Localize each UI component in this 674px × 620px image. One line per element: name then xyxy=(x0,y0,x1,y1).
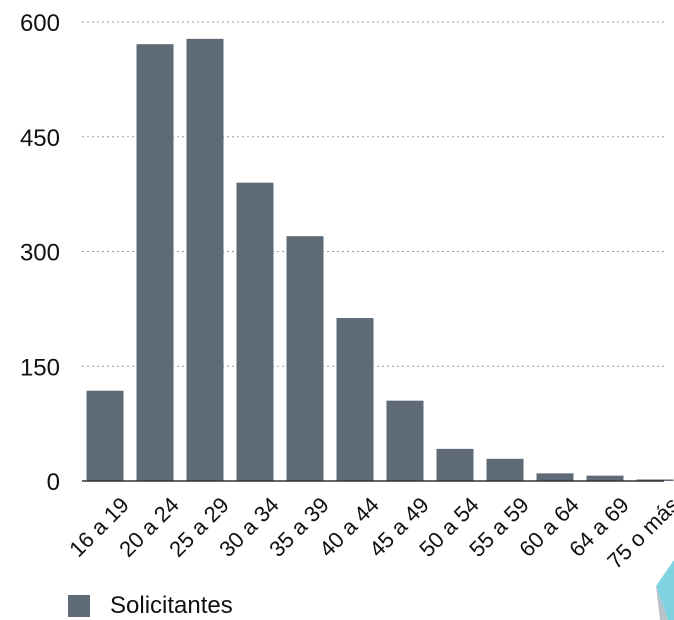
bar-10 xyxy=(586,475,624,481)
legend: Solicitantes xyxy=(68,592,233,620)
legend-swatch xyxy=(68,595,90,617)
bar-0 xyxy=(86,390,124,481)
bar-3 xyxy=(236,182,274,481)
bar-2 xyxy=(186,38,224,482)
bar-9 xyxy=(536,473,574,481)
corner-decoration xyxy=(656,560,674,620)
bars xyxy=(86,38,674,482)
bar-11 xyxy=(636,479,674,481)
bar-6 xyxy=(386,400,424,481)
bar-5 xyxy=(336,318,374,481)
y-tick-label: 450 xyxy=(20,125,60,152)
y-tick-label: 600 xyxy=(20,10,60,37)
bar-4 xyxy=(286,236,324,481)
y-tick-label: 0 xyxy=(47,469,60,496)
y-axis-ticks: 0 150 300 450 600 xyxy=(20,10,60,496)
bar-8 xyxy=(486,458,524,481)
legend-label: Solicitantes xyxy=(110,592,233,619)
y-tick-label: 150 xyxy=(20,354,60,381)
bar-7 xyxy=(436,448,474,481)
y-tick-label: 300 xyxy=(20,240,60,267)
bar-1 xyxy=(136,44,174,482)
